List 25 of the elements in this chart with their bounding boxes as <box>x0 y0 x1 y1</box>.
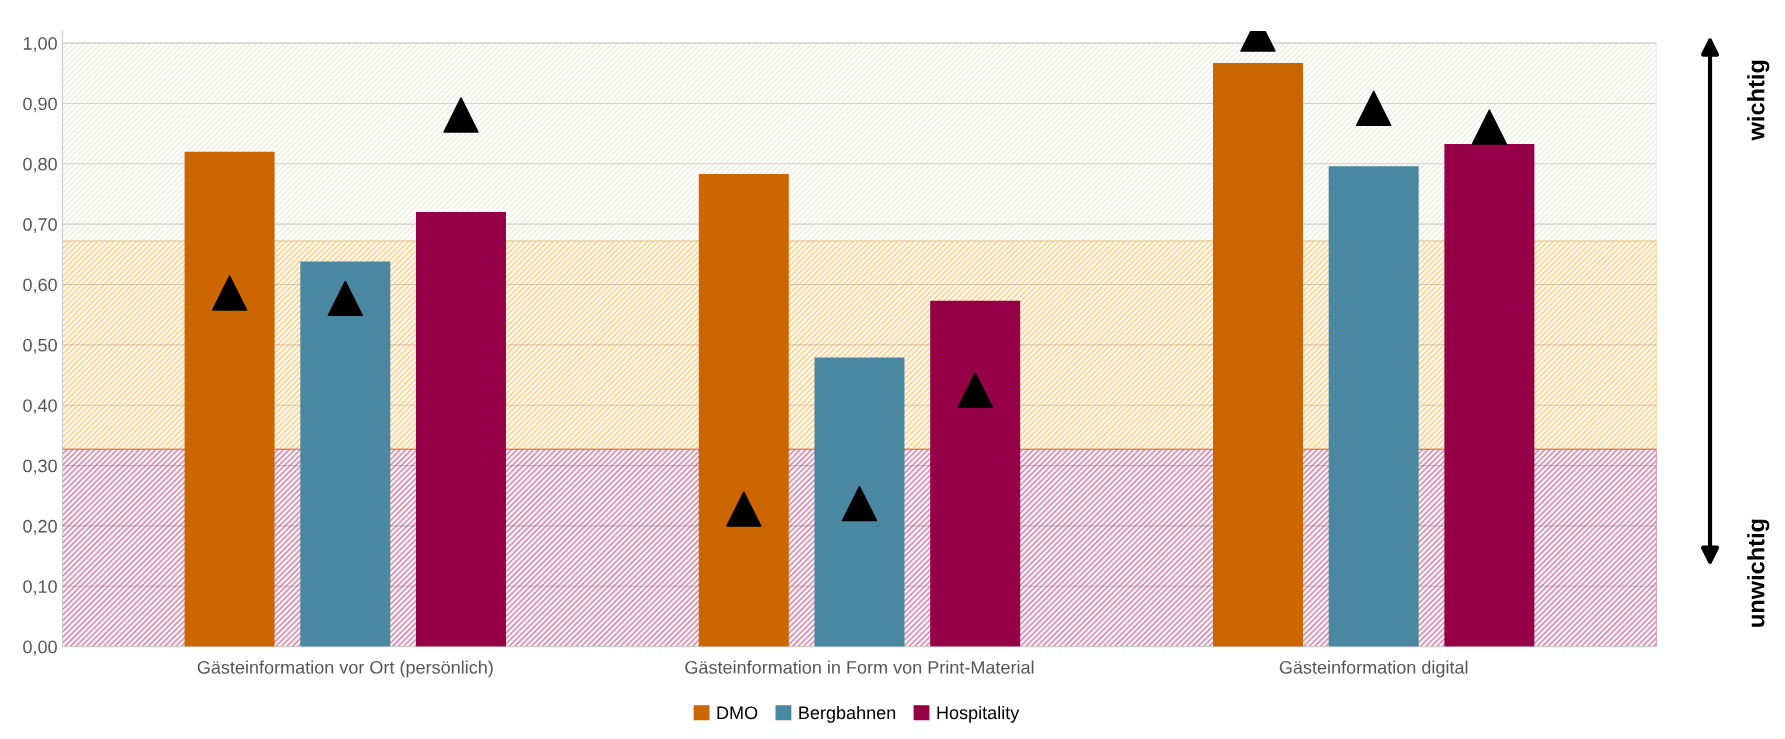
legend-label: Hospitality <box>937 705 1020 723</box>
y-tick-label: 0,00 <box>23 640 57 656</box>
y-tick-label: 0,70 <box>23 218 57 234</box>
y-tick-label: 0,30 <box>23 459 57 475</box>
legend-label: Bergbahnen <box>799 705 896 723</box>
y-tick-label: 0,20 <box>23 519 57 535</box>
x-tick-label: Gästeinformation vor Ort (persönlich) <box>197 660 493 678</box>
x-tick-label: Gästeinformation in Form von Print-Material <box>685 660 1034 674</box>
y-tick-label: 1,00 <box>23 37 57 52</box>
y-tick-label: 0,50 <box>23 338 57 354</box>
bar <box>1212 63 1303 647</box>
y-tick-label: 0,40 <box>23 399 57 415</box>
bar <box>184 151 275 647</box>
bar <box>1328 166 1419 647</box>
x-tick-label: Gästeinformation digital <box>1279 660 1468 678</box>
y-tick-label: 0,60 <box>23 278 57 294</box>
y-tick-label: 0,10 <box>23 580 57 596</box>
y-tick-label: 0,80 <box>23 157 57 173</box>
bar <box>698 174 789 647</box>
bar <box>300 261 391 647</box>
bar <box>814 357 905 647</box>
text: wichtig <box>1747 60 1770 141</box>
legend-label: DMO <box>717 706 758 720</box>
text: unwichtig <box>1747 519 1770 627</box>
y-tick-label: 0,90 <box>23 97 57 113</box>
